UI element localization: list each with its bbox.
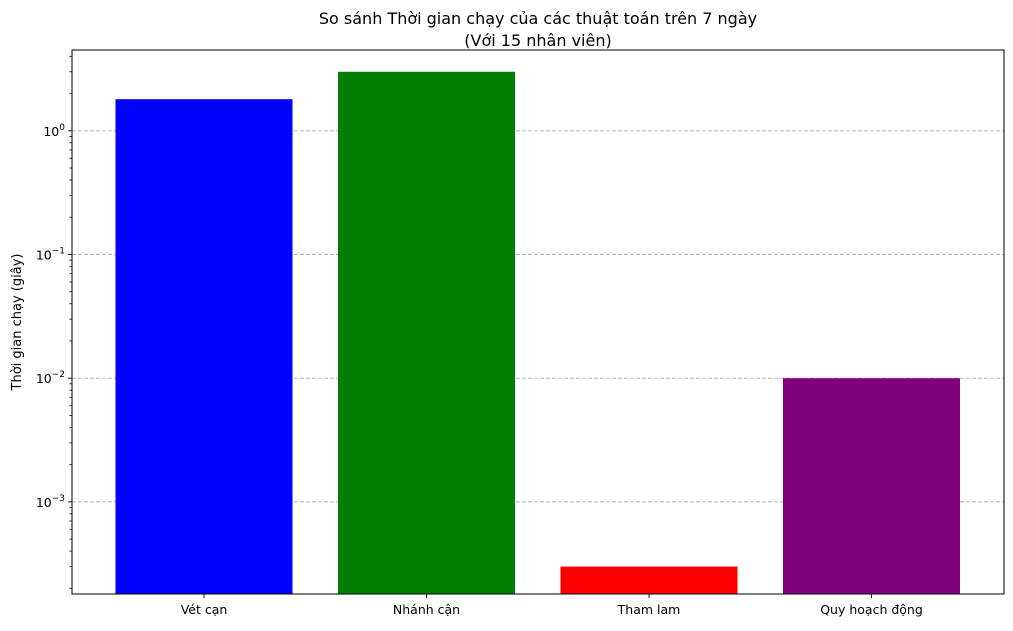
chart-title: So sánh Thời gian chạy của các thuật toá… [319, 9, 757, 28]
y-tick-label: 10−1 [36, 246, 65, 262]
bar [115, 99, 293, 594]
x-tick-label: Tham lam [617, 602, 681, 617]
chart-subtitle: (Với 15 nhân viên) [464, 31, 611, 50]
bar [560, 566, 738, 594]
y-axis-label: Thời gian chạy (giây) [10, 254, 25, 392]
x-axis-ticks: Vét cạn Nhánh cận Tham lam Quy hoạch động [181, 594, 923, 617]
bar [783, 378, 960, 594]
y-tick-label: 10−3 [36, 494, 65, 510]
plot-frame [71, 49, 1005, 595]
bars [115, 71, 960, 594]
x-tick-label: Vét cạn [181, 602, 228, 617]
bar [338, 71, 515, 594]
y-tick-label: 100 [43, 123, 65, 139]
x-tick-label: Quy hoạch động [820, 602, 923, 617]
y-axis-ticks: 10−3 10−2 10−1 100 [36, 55, 72, 589]
y-tick-label: 10−2 [36, 370, 65, 386]
x-tick-label: Nhánh cận [393, 602, 460, 617]
